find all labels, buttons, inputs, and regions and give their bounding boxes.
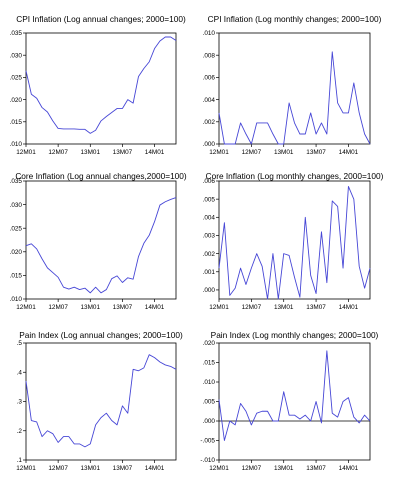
chart-panel-1: CPI Inflation (Log annual changes; 2000=… bbox=[10, 14, 186, 156]
y-tick-label: .010 bbox=[203, 30, 216, 37]
y-tick-label: .015 bbox=[203, 360, 216, 367]
x-tick-label: 12M07 bbox=[48, 465, 68, 472]
x-tick-label: 12M07 bbox=[242, 465, 262, 472]
x-tick-label: 14M01 bbox=[339, 465, 359, 472]
y-tick-label: .006 bbox=[203, 178, 216, 185]
x-tick-label: 12M01 bbox=[209, 304, 229, 311]
y-tick-label: .004 bbox=[203, 215, 216, 222]
series-line bbox=[25, 36, 177, 134]
y-tick-label: .035 bbox=[10, 30, 23, 37]
y-tick-label: .020 bbox=[203, 340, 216, 347]
x-tick-label: 14M01 bbox=[339, 304, 359, 311]
y-tick-label: .006 bbox=[203, 75, 216, 82]
y-tick-label: .003 bbox=[203, 233, 216, 240]
y-tick-label: .025 bbox=[10, 75, 23, 82]
y-tick-label: .000 bbox=[203, 418, 216, 425]
x-tick-label: 12M01 bbox=[16, 465, 36, 472]
plot-frame bbox=[25, 32, 177, 145]
x-tick-label: 13M01 bbox=[81, 465, 101, 472]
x-tick-label: 13M07 bbox=[113, 149, 133, 156]
plot-frame bbox=[218, 32, 371, 145]
x-tick-label: 12M01 bbox=[209, 465, 229, 472]
y-tick-label: -.010 bbox=[200, 457, 215, 464]
chart-title: Core Inflation (Log monthly changes, 200… bbox=[206, 171, 384, 181]
y-tick-label: .030 bbox=[10, 202, 23, 209]
chart-title: CPI Inflation (Log annual changes; 2000=… bbox=[16, 14, 186, 24]
chart-panel-6: Pain Index (Log monthly changes; 2000=10… bbox=[200, 330, 378, 472]
series-line bbox=[25, 354, 177, 448]
y-tick-label: .3 bbox=[17, 399, 23, 406]
x-tick-label: 13M07 bbox=[306, 465, 326, 472]
y-tick-label: .002 bbox=[203, 251, 216, 258]
y-tick-label: .001 bbox=[203, 269, 216, 276]
y-tick-label: .030 bbox=[10, 52, 23, 59]
chart-title: Pain Index (Log annual changes; 2000=100… bbox=[19, 330, 183, 340]
x-tick-label: 12M07 bbox=[242, 304, 262, 311]
chart-panel-4: Core Inflation (Log monthly changes, 200… bbox=[203, 171, 384, 311]
chart-title: Pain Index (Log monthly changes; 2000=10… bbox=[211, 330, 379, 340]
y-tick-label: .005 bbox=[203, 399, 216, 406]
y-tick-label: .010 bbox=[203, 379, 216, 386]
series-line bbox=[218, 185, 371, 300]
y-tick-label: .5 bbox=[17, 340, 23, 347]
chart-panel-3: Core Inflation (Log annual changes,2000=… bbox=[10, 171, 187, 311]
x-tick-label: 13M07 bbox=[306, 304, 326, 311]
x-tick-label: 14M01 bbox=[339, 149, 359, 156]
chart-title: CPI Inflation (Log monthly changes; 2000… bbox=[208, 14, 382, 24]
x-tick-label: 13M07 bbox=[113, 304, 133, 311]
y-tick-label: .025 bbox=[10, 225, 23, 232]
y-tick-label: .015 bbox=[10, 273, 23, 280]
y-tick-label: .000 bbox=[203, 287, 216, 294]
y-tick-label: .008 bbox=[203, 52, 216, 59]
y-tick-label: .000 bbox=[203, 141, 216, 148]
x-tick-label: 12M01 bbox=[209, 149, 229, 156]
x-tick-label: 13M01 bbox=[81, 149, 101, 156]
y-tick-label: .015 bbox=[10, 119, 23, 126]
y-tick-label: .035 bbox=[10, 178, 23, 185]
series-line bbox=[218, 51, 371, 145]
y-tick-label: .005 bbox=[203, 196, 216, 203]
x-tick-label: 13M01 bbox=[274, 465, 294, 472]
y-tick-label: .2 bbox=[17, 428, 23, 435]
x-tick-label: 13M01 bbox=[81, 304, 101, 311]
x-tick-label: 13M01 bbox=[274, 149, 294, 156]
series-line bbox=[25, 197, 177, 294]
x-tick-label: 12M07 bbox=[48, 304, 68, 311]
y-tick-label: -.005 bbox=[200, 438, 215, 445]
plot-frame bbox=[25, 342, 177, 461]
plot-frame bbox=[218, 180, 371, 300]
x-tick-label: 14M01 bbox=[145, 304, 165, 311]
y-tick-label: .010 bbox=[10, 141, 23, 148]
x-tick-label: 12M01 bbox=[16, 304, 36, 311]
y-tick-label: .004 bbox=[203, 97, 216, 104]
x-tick-label: 14M01 bbox=[145, 465, 165, 472]
x-tick-label: 12M07 bbox=[242, 149, 262, 156]
y-tick-label: .010 bbox=[10, 296, 23, 303]
chart-panel-2: CPI Inflation (Log monthly changes; 2000… bbox=[203, 14, 382, 156]
y-tick-label: .4 bbox=[17, 369, 23, 376]
plot-frame bbox=[25, 180, 177, 300]
x-tick-label: 13M07 bbox=[113, 465, 133, 472]
x-tick-label: 14M01 bbox=[145, 149, 165, 156]
x-tick-label: 13M01 bbox=[274, 304, 294, 311]
y-tick-label: .1 bbox=[17, 457, 23, 464]
x-tick-label: 12M07 bbox=[48, 149, 68, 156]
chart-title: Core Inflation (Log annual changes,2000=… bbox=[15, 171, 187, 181]
chart-panel-5: Pain Index (Log annual changes; 2000=100… bbox=[16, 330, 183, 472]
x-tick-label: 12M01 bbox=[16, 149, 36, 156]
y-tick-label: .002 bbox=[203, 119, 216, 126]
y-tick-label: .020 bbox=[10, 249, 23, 256]
x-tick-label: 13M07 bbox=[306, 149, 326, 156]
plot-frame bbox=[218, 342, 371, 461]
y-tick-label: .020 bbox=[10, 97, 23, 104]
series-line bbox=[218, 350, 371, 441]
